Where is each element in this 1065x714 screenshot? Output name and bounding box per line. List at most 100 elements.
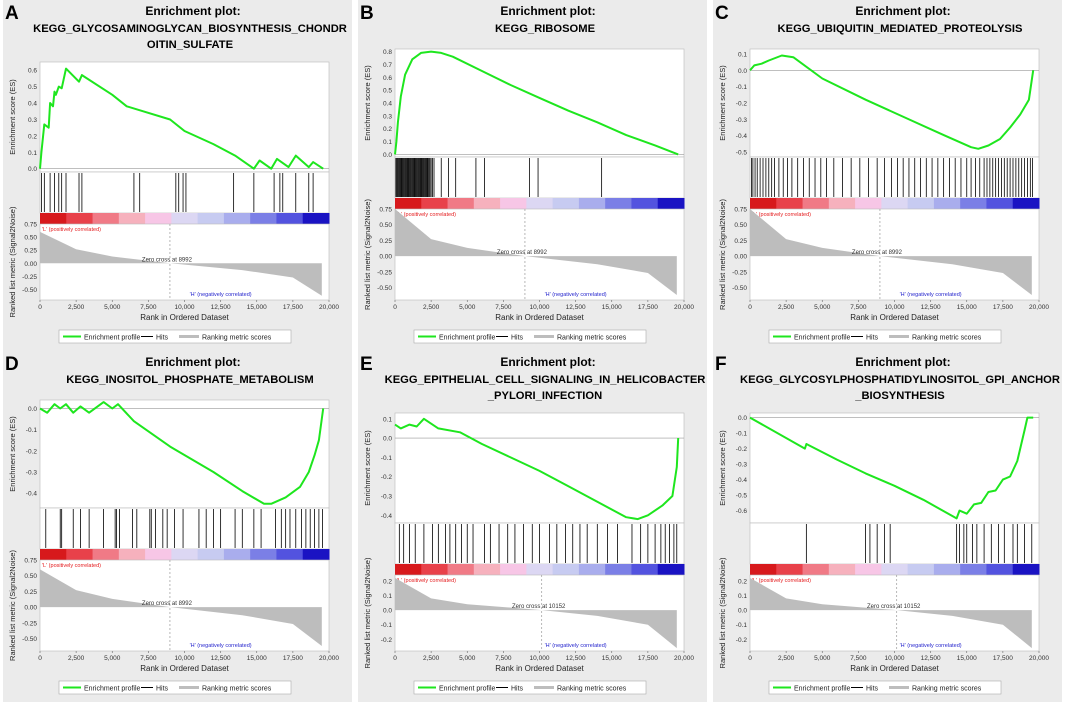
legend-enrichment-label: Enrichment profile [439, 686, 496, 693]
x-tick-label: 20,000 [674, 304, 694, 311]
heatbar-segment [855, 198, 882, 209]
rank-tick-label: 0.75 [379, 207, 392, 214]
rank-tick-label: 0.00 [24, 605, 37, 612]
heatbar-segment [933, 198, 961, 209]
panel-letter: A [5, 3, 19, 24]
legend-ranking-label: Ranking metric scores [912, 335, 982, 342]
x-tick-label: 12,500 [211, 304, 231, 311]
x-tick-label: 10,000 [175, 655, 195, 662]
hits-panel [749, 522, 1040, 565]
gene-set-name: KEGG_EPITHELIAL_CELL_SIGNALING_IN_HELICO… [385, 374, 706, 386]
x-tick-label: 7,500 [140, 304, 157, 311]
positive-label: 'L' (positively correlated) [42, 563, 101, 569]
heatbar-segment [881, 198, 909, 209]
x-tick-label: 10,000 [885, 655, 905, 662]
x-axis-label: Rank in Ordered Dataset [140, 313, 229, 322]
es-tick-label: -0.4 [736, 477, 748, 484]
x-tick-label: 2,500 [68, 655, 85, 662]
x-tick-label: 5,000 [459, 304, 476, 311]
legend [58, 680, 292, 695]
positive-label: 'L' (positively correlated) [397, 578, 456, 584]
enrichment-profile-line [749, 416, 1034, 520]
rank-tick-label: -0.50 [22, 287, 37, 294]
heatbar-segment [250, 213, 277, 224]
legend-hits-label: Hits [511, 686, 524, 693]
enrichment-profile-line [39, 401, 325, 505]
heatbar-segment [500, 564, 527, 575]
heatbar-segment [986, 198, 1014, 209]
heatbar-segment [578, 198, 606, 209]
rank-tick-label: 0.2 [738, 578, 747, 585]
es-tick-label: 0.1 [738, 51, 747, 58]
legend-ranking-label: Ranking metric scores [557, 686, 627, 693]
es-tick-label: -0.3 [381, 493, 393, 500]
negative-label: 'H' (negatively correlated) [190, 292, 252, 298]
x-tick-label: 2,500 [423, 655, 440, 662]
rank-tick-label: 0.50 [24, 573, 37, 580]
es-axis-label: Enrichment score (ES) [363, 65, 372, 141]
heatbar-segment [276, 213, 304, 224]
heatbar-segment [421, 564, 449, 575]
heatbar-segment [395, 198, 422, 209]
x-tick-label: 7,500 [850, 655, 867, 662]
x-tick-label: 15,000 [602, 655, 622, 662]
x-tick-label: 7,500 [495, 304, 512, 311]
x-tick-label: 5,000 [814, 655, 831, 662]
ranking-metric-area [395, 209, 677, 295]
heatbar-segment [750, 198, 777, 209]
panel-letter: E [360, 354, 373, 375]
hits-panel [394, 156, 685, 199]
rank-tick-label: 0.25 [379, 238, 392, 245]
gene-set-name: OITIN_SULFATE [147, 39, 234, 51]
positive-label: 'L' (positively correlated) [397, 212, 456, 218]
x-axis-label: Rank in Ordered Dataset [495, 664, 584, 673]
heatbar-segment [631, 564, 659, 575]
rank-tick-label: -0.2 [381, 637, 393, 644]
x-tick-label: 15,000 [602, 304, 622, 311]
x-tick-label: 5,000 [814, 304, 831, 311]
es-tick-label: 0.0 [28, 406, 37, 413]
panel-f: F Enrichment plot: KEGG_GLYCOSYLPHOSPHATID… [713, 351, 1062, 702]
x-tick-label: 20,000 [1029, 304, 1049, 311]
es-tick-label: 0.4 [28, 101, 37, 108]
es-axis-label: Enrichment score (ES) [363, 430, 372, 506]
es-tick-label: -0.3 [26, 470, 38, 477]
x-tick-label: 2,500 [778, 655, 795, 662]
x-tick-label: 17,500 [993, 655, 1013, 662]
es-tick-label: -0.4 [26, 491, 38, 498]
es-tick-label: -0.6 [736, 508, 748, 515]
heatbar-segment [907, 198, 935, 209]
negative-label: 'H' (negatively correlated) [900, 292, 962, 298]
heatbar-segment [223, 213, 251, 224]
x-tick-label: 17,500 [283, 304, 303, 311]
rank-tick-label: 0.00 [734, 254, 747, 261]
negative-label: 'H' (negatively correlated) [190, 643, 252, 649]
x-tick-label: 5,000 [104, 655, 121, 662]
heatbar-segment [960, 198, 987, 209]
es-tick-label: -0.1 [736, 84, 748, 91]
es-tick-label: 0.1 [383, 139, 392, 146]
rank-axis-label: Ranked list metric (Signal2Noise) [363, 199, 372, 310]
legend-enrichment-label: Enrichment profile [439, 335, 496, 342]
negative-label: 'H' (negatively correlated) [545, 643, 607, 649]
rank-tick-label: 0.75 [24, 558, 37, 565]
enrichment-profile-line [394, 50, 679, 156]
heatbar-segment [526, 198, 554, 209]
es-tick-label: -0.2 [381, 474, 393, 481]
es-tick-label: 0.0 [738, 68, 747, 75]
x-tick-label: 20,000 [1029, 655, 1049, 662]
legend [768, 680, 1002, 695]
x-tick-label: 0 [748, 304, 752, 311]
legend-hits-label: Hits [156, 335, 169, 342]
enrichment-profile-line [749, 54, 1035, 150]
legend-hits-label: Hits [866, 335, 879, 342]
rank-tick-label: 0.75 [24, 222, 37, 229]
es-tick-label: -0.2 [736, 101, 748, 108]
legend-enrichment-label: Enrichment profile [794, 335, 851, 342]
es-tick-label: 0.2 [28, 133, 37, 140]
legend-hits-label: Hits [866, 686, 879, 693]
legend [58, 329, 292, 344]
heatbar-segment [473, 564, 501, 575]
es-tick-label: 0.0 [383, 436, 392, 443]
heatbar-segment [552, 198, 580, 209]
